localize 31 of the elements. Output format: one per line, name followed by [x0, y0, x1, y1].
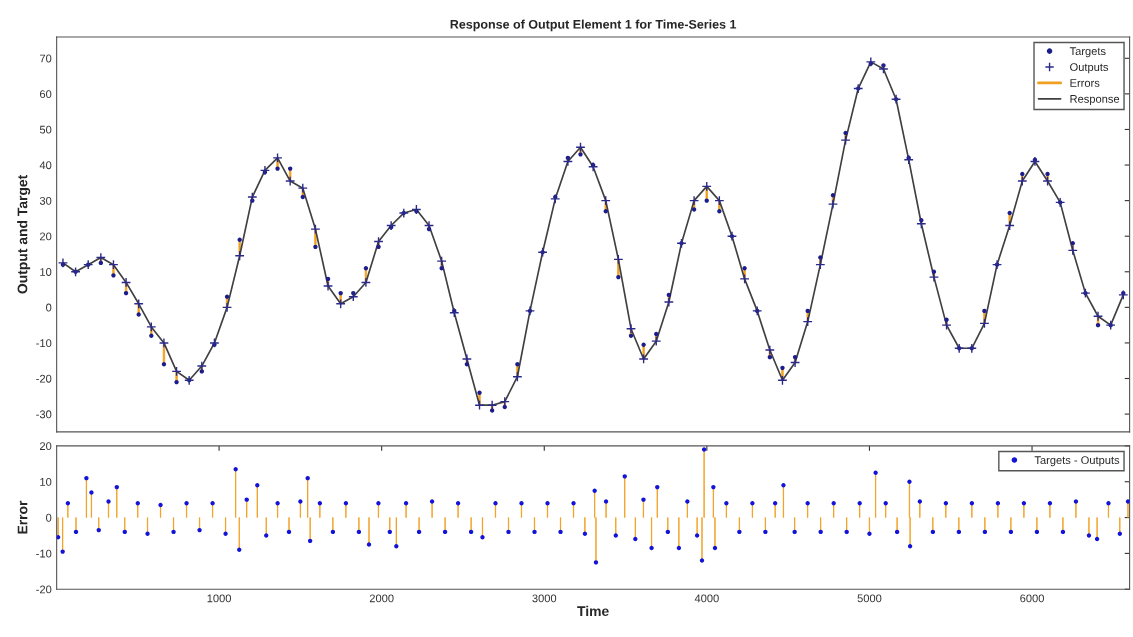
- y-tick-label: 60: [40, 90, 52, 99]
- x-tick-label: 6000: [1020, 594, 1044, 603]
- y-tick-label: 40: [39, 161, 52, 170]
- y-tick-label: 0: [46, 303, 52, 312]
- y-tick-label: 0: [46, 513, 52, 522]
- y-tick-label: 10: [40, 268, 52, 276]
- x-tick-label: 2000: [369, 594, 394, 603]
- y-tick-label: -30: [36, 410, 52, 419]
- y-tick-label: 20: [39, 442, 52, 451]
- y-tick-label: 10: [40, 478, 52, 486]
- x-tick-label: 5000: [857, 594, 882, 603]
- y-tick-label: 20: [39, 232, 52, 241]
- x-tick-label: 4000: [694, 594, 719, 603]
- chart-title: Response of Output Element 1 for Time-Series 1: [450, 19, 737, 32]
- y-tick-label: -10: [36, 549, 52, 558]
- x-axis-title: Time: [577, 605, 609, 617]
- y-axis-title: Output and Target: [17, 174, 31, 294]
- legend-label: Targets: [1069, 47, 1106, 58]
- x-tick-label: 1000: [207, 594, 232, 603]
- y-tick-label: 50: [39, 125, 52, 134]
- y-tick-label: -20: [36, 585, 52, 594]
- y-tick-label: -10: [36, 339, 52, 348]
- legend-label: Response: [1070, 95, 1120, 106]
- legend-label: Outputs: [1070, 63, 1109, 74]
- legend-label: Targets - Outputs: [1034, 456, 1120, 467]
- y-tick-label: 30: [39, 196, 52, 205]
- y-tick-label: -20: [36, 374, 52, 383]
- x-tick-label: 3000: [532, 594, 557, 603]
- y-tick-label: 70: [40, 54, 52, 63]
- legend-label: Errors: [1070, 79, 1100, 87]
- y-axis-title: Error: [17, 500, 28, 534]
